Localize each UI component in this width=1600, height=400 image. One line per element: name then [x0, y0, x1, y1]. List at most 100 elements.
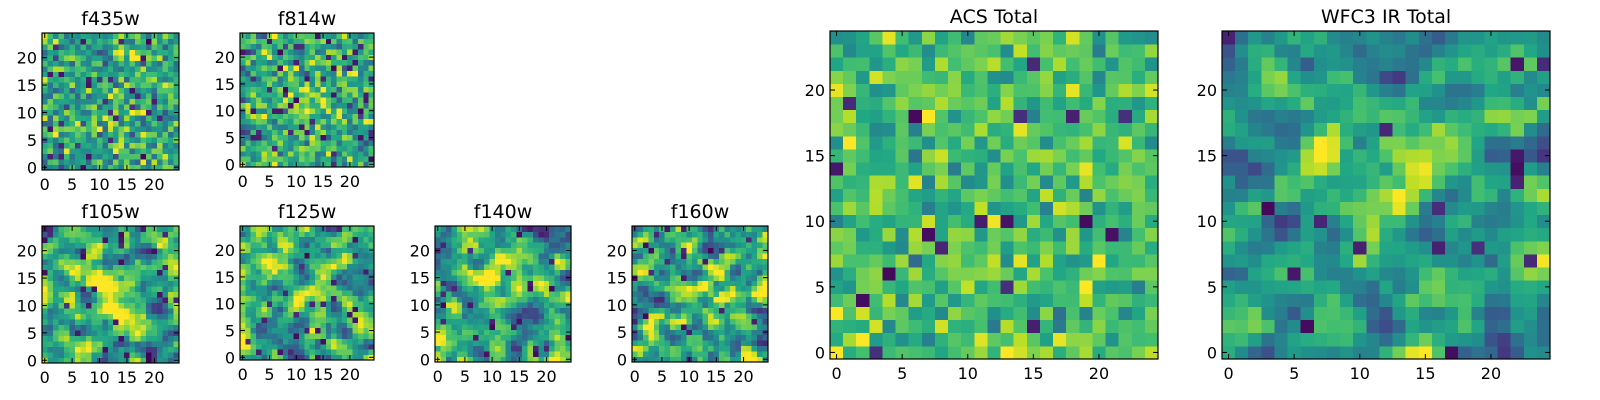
heatmap-cell	[1144, 149, 1159, 163]
axes-frame	[434, 225, 572, 363]
heatmap-cell	[1274, 188, 1288, 202]
heatmap-cell	[1326, 188, 1341, 202]
heatmap-cell	[315, 145, 321, 152]
heatmap-cell	[467, 231, 474, 238]
heatmap-cell	[293, 145, 300, 152]
heatmap-cell	[961, 319, 975, 334]
heatmap-cell	[538, 226, 545, 232]
heatmap-cell	[102, 297, 109, 304]
heatmap-cell	[336, 295, 343, 302]
heatmap-cell	[483, 296, 490, 303]
y-tick-label: 20	[410, 241, 430, 260]
heatmap-cell	[256, 108, 262, 114]
heatmap-cell	[642, 253, 649, 260]
heatmap-cell	[670, 253, 676, 260]
heatmap-cell	[659, 302, 666, 308]
heatmap-cell	[157, 115, 163, 122]
heatmap-cell	[325, 59, 332, 66]
heatmap-cell	[91, 76, 98, 83]
heatmap-cell	[632, 269, 638, 276]
heatmap-cell	[494, 264, 501, 270]
heatmap-cell	[357, 124, 364, 130]
heatmap-cell	[347, 81, 353, 87]
heatmap-cell	[69, 335, 76, 342]
heatmap-cell	[680, 323, 687, 330]
heatmap-cell	[157, 264, 163, 271]
heatmap-cell	[1471, 201, 1485, 216]
heatmap-cell	[69, 126, 76, 133]
y-tick-label: 10	[410, 296, 430, 315]
heatmap-cell	[245, 70, 252, 77]
heatmap-cell	[63, 308, 70, 315]
heatmap-cell	[309, 118, 316, 125]
heatmap-cell	[113, 109, 120, 116]
heatmap-cell	[543, 280, 550, 287]
heatmap-cell	[304, 150, 311, 157]
heatmap-cell	[489, 242, 496, 249]
heatmap-cell	[974, 149, 988, 163]
heatmap-cell	[52, 54, 59, 61]
heatmap-cell	[336, 59, 343, 66]
heatmap-cell	[336, 317, 343, 323]
heatmap-cell	[325, 274, 332, 280]
heatmap-cell	[467, 329, 474, 336]
heatmap-cell	[522, 296, 528, 303]
heatmap-cell	[494, 318, 501, 325]
heatmap-cell	[664, 345, 671, 352]
heatmap-cell	[1066, 280, 1080, 294]
heatmap-cell	[735, 258, 742, 265]
heatmap-cell	[1118, 96, 1133, 111]
heatmap-cell	[489, 307, 496, 314]
heatmap-cell	[85, 126, 92, 133]
heatmap-cell	[162, 43, 169, 50]
heatmap-cell	[1092, 44, 1106, 58]
heatmap-cell	[363, 113, 370, 120]
heatmap-cell	[467, 280, 474, 287]
heatmap-cell	[347, 231, 353, 238]
heatmap-cell	[1066, 332, 1080, 347]
heatmap-cell	[363, 301, 370, 307]
heatmap-cell	[151, 330, 158, 336]
heatmap-cell	[1300, 293, 1315, 307]
heatmap-cell	[96, 109, 103, 116]
heatmap-cell	[315, 91, 321, 98]
heatmap-cell	[478, 264, 485, 270]
heatmap-cell	[261, 97, 268, 104]
heatmap-cell	[288, 338, 294, 345]
heatmap-cell	[288, 33, 294, 39]
heatmap-cell	[680, 269, 687, 276]
heatmap-cell	[1340, 201, 1354, 216]
heatmap-cell	[256, 81, 262, 87]
heatmap-cell	[282, 129, 289, 136]
heatmap-cell	[729, 296, 736, 303]
heatmap-cell	[1431, 162, 1446, 176]
heatmap-cell	[91, 352, 98, 358]
heatmap-cell	[697, 274, 704, 281]
heatmap-cell	[272, 343, 278, 350]
heatmap-cell	[69, 49, 76, 56]
heatmap-cell	[157, 352, 163, 358]
heatmap-cell	[135, 49, 142, 56]
heatmap-cell	[85, 60, 92, 67]
heatmap-cell	[331, 354, 337, 361]
heatmap-cell	[961, 44, 975, 58]
heatmap-cell	[309, 97, 316, 104]
heatmap-cell	[1418, 345, 1433, 360]
heatmap-cell	[368, 258, 375, 264]
axes-frame	[239, 225, 375, 361]
heatmap-cell	[895, 122, 910, 137]
heatmap-cell	[869, 83, 883, 97]
heatmap-cell	[473, 231, 479, 238]
heatmap-cell	[151, 291, 158, 298]
heatmap-cell	[162, 308, 169, 315]
heatmap-cell	[1379, 240, 1393, 255]
heatmap-cell	[642, 356, 649, 363]
heatmap-cell	[363, 33, 370, 39]
heatmap-cell	[282, 86, 289, 93]
heatmap-cell	[882, 254, 896, 268]
heatmap-cell	[473, 351, 479, 357]
heatmap-cell	[1026, 306, 1041, 321]
heatmap-cell	[107, 87, 114, 94]
y-tick-label: 0	[420, 350, 430, 369]
heatmap-cell	[1248, 162, 1262, 176]
